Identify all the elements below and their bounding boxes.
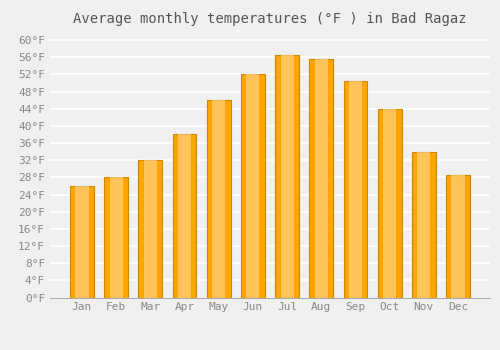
Bar — [246, 75, 260, 298]
Bar — [446, 175, 470, 298]
Bar — [212, 100, 226, 298]
Title: Average monthly temperatures (°F ) in Bad Ragaz: Average monthly temperatures (°F ) in Ba… — [73, 12, 467, 26]
Bar — [452, 175, 464, 298]
Bar — [275, 55, 299, 298]
Bar — [178, 134, 191, 298]
Bar — [344, 81, 367, 298]
Bar — [70, 186, 94, 298]
Bar — [144, 160, 157, 298]
Bar — [378, 109, 402, 298]
Bar — [207, 100, 231, 298]
Bar — [412, 152, 436, 298]
Bar — [104, 177, 128, 298]
Bar — [349, 81, 362, 298]
Bar — [110, 177, 122, 298]
Bar — [314, 60, 328, 298]
Bar — [241, 75, 265, 298]
Bar — [172, 134, 197, 298]
Bar — [138, 160, 162, 298]
Bar — [310, 60, 333, 298]
Bar — [383, 109, 396, 298]
Bar — [280, 55, 293, 298]
Bar — [76, 186, 88, 298]
Bar — [418, 152, 430, 298]
